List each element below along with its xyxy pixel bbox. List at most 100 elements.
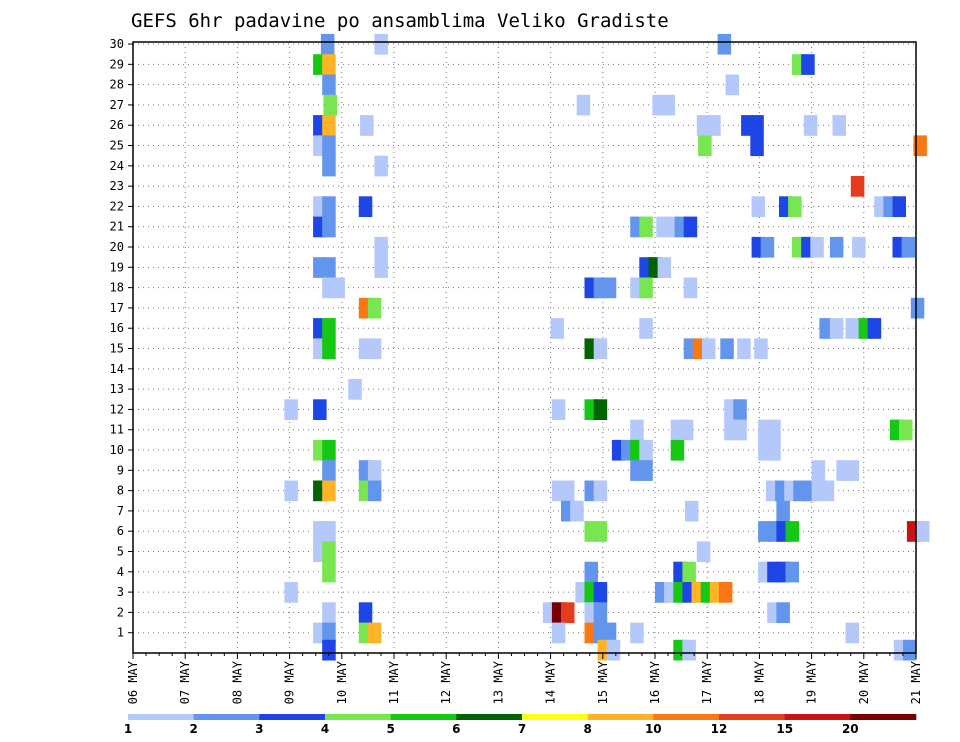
heatmap-cell: [685, 500, 699, 522]
x-tick-label: 07 MAY: [178, 660, 192, 704]
legend-label: 12: [711, 722, 728, 736]
y-tick-label: 30: [110, 37, 124, 51]
x-axis: 06 MAY 07 MAY 08 MAY 09 MAY 10 MAY 11 MAY 12 M…: [126, 653, 923, 704]
heatmap-cell: [584, 561, 598, 583]
y-tick-label: 19: [110, 260, 124, 274]
heatmap-cell: [750, 115, 764, 136]
heatmap-cell: [606, 639, 621, 661]
x-tick-label: 12 MAY: [439, 660, 453, 704]
heatmap-cells: [284, 33, 930, 661]
legend-swatch: [390, 714, 457, 720]
heatmap-cell: [322, 460, 336, 481]
heatmap-cell: [374, 155, 388, 177]
legend-label: 1: [124, 722, 132, 736]
grid-lines: [132, 42, 917, 653]
heatmap-cell: [284, 399, 298, 420]
heatmap-cell: [358, 196, 373, 217]
legend-swatch: [653, 714, 720, 720]
heatmap-cell: [820, 480, 835, 502]
x-tick-label: 21 MAY: [909, 660, 923, 704]
heatmap-cell: [322, 480, 336, 502]
heatmap-cell: [322, 602, 336, 623]
legend-swatch: [325, 714, 391, 720]
heatmap-cell: [322, 521, 336, 542]
heatmap-cell: [829, 236, 844, 258]
heatmap-cell: [679, 419, 694, 441]
legend-label: 4: [321, 722, 329, 736]
heatmap-cell: [829, 318, 844, 339]
heatmap-cell: [561, 602, 575, 623]
y-tick-label: 6: [117, 524, 124, 538]
x-tick-label: 15 MAY: [596, 660, 610, 704]
legend-label: 7: [518, 722, 526, 736]
y-tick-label: 12: [110, 402, 124, 416]
heatmap-cell: [657, 257, 672, 278]
legend-label: 5: [387, 722, 395, 736]
heatmap-cell: [358, 602, 373, 623]
legend-swatch: [587, 714, 654, 720]
heatmap-cell: [322, 561, 336, 583]
heatmap-cell: [717, 33, 732, 55]
heatmap-cell: [593, 602, 608, 623]
heatmap-cell: [322, 439, 336, 461]
heatmap-cell: [801, 54, 815, 75]
heatmap-cell: [322, 135, 336, 157]
y-axis: 1234567891011121314151617181920212223242…: [110, 37, 133, 640]
heatmap-cell: [570, 500, 584, 522]
heatmap-cell: [630, 419, 644, 441]
heatmap-cell: [707, 115, 721, 136]
y-tick-label: 23: [110, 179, 124, 193]
heatmap-cell: [561, 480, 575, 502]
y-tick-label: 11: [110, 423, 124, 437]
y-tick-label: 17: [110, 301, 124, 315]
y-tick-label: 7: [117, 504, 124, 518]
heatmap-cell: [630, 622, 644, 644]
heatmap-cell: [725, 74, 739, 96]
heatmap-cell: [899, 419, 913, 441]
y-tick-label: 20: [110, 240, 124, 254]
x-tick-label: 13 MAY: [491, 660, 505, 704]
heatmap-cell: [683, 277, 698, 299]
heatmap-cell: [901, 236, 916, 258]
legend-swatch: [522, 714, 588, 720]
heatmap-cell: [367, 460, 382, 481]
chart-title: GEFS 6hr padavine po ansamblima Veliko G…: [131, 10, 669, 32]
y-tick-label: 29: [110, 57, 124, 71]
heatmap-cell: [751, 196, 766, 217]
heatmap-cell: [322, 155, 336, 177]
legend-swatch: [128, 714, 194, 720]
heatmap-cell: [682, 639, 696, 661]
legend-swatch: [259, 714, 326, 720]
heatmap-cell: [670, 439, 685, 461]
y-tick-label: 14: [110, 362, 124, 376]
legend-label: 6: [452, 722, 460, 736]
heatmap-cell: [850, 176, 865, 197]
heatmap-cell: [593, 521, 608, 542]
y-tick-label: 26: [110, 118, 124, 132]
y-tick-label: 18: [110, 281, 124, 295]
heatmap-cell: [593, 338, 608, 360]
heatmap-cell: [322, 318, 336, 339]
heatmap-cell: [367, 297, 382, 319]
heatmap-cell: [767, 419, 781, 441]
heatmap-cell: [593, 582, 608, 603]
heatmap-cell: [639, 277, 653, 299]
heatmap-cell: [322, 74, 336, 96]
x-tick-label: 14 MAY: [544, 660, 558, 704]
x-tick-label: 06 MAY: [126, 660, 140, 704]
heatmap-cell: [551, 622, 566, 644]
heatmap-cell: [845, 460, 859, 481]
heatmap-cell: [733, 419, 747, 441]
legend-label: 2: [190, 722, 198, 736]
x-tick-label: 20 MAY: [857, 660, 871, 704]
y-tick-label: 10: [110, 443, 124, 457]
heatmap-cell: [374, 236, 388, 258]
heatmap-cell: [576, 94, 591, 116]
heatmap-cell: [785, 521, 799, 542]
x-tick-label: 19 MAY: [805, 660, 819, 704]
y-tick-label: 2: [117, 605, 124, 619]
y-tick-label: 24: [110, 159, 124, 173]
legend-swatch: [784, 714, 851, 720]
heatmap-cell: [661, 94, 675, 116]
